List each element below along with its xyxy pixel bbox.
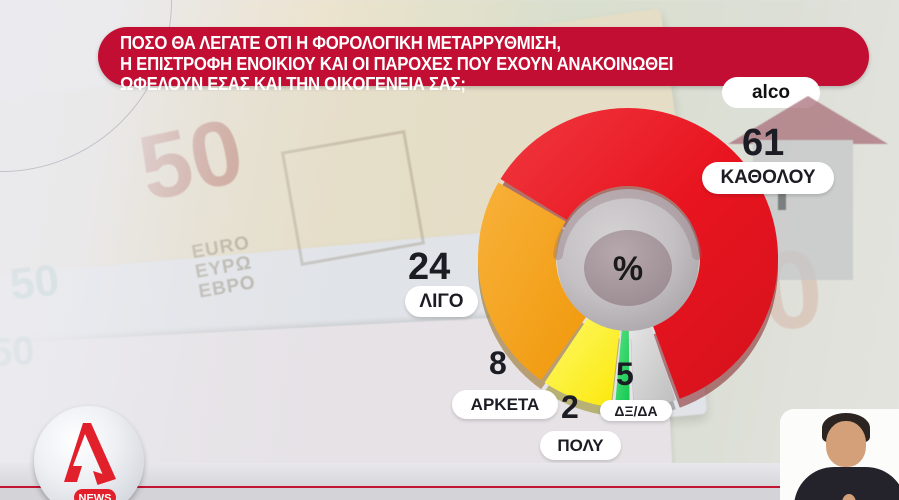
svg-text:NEWS: NEWS: [79, 493, 112, 500]
svg-text:%: %: [613, 250, 643, 288]
